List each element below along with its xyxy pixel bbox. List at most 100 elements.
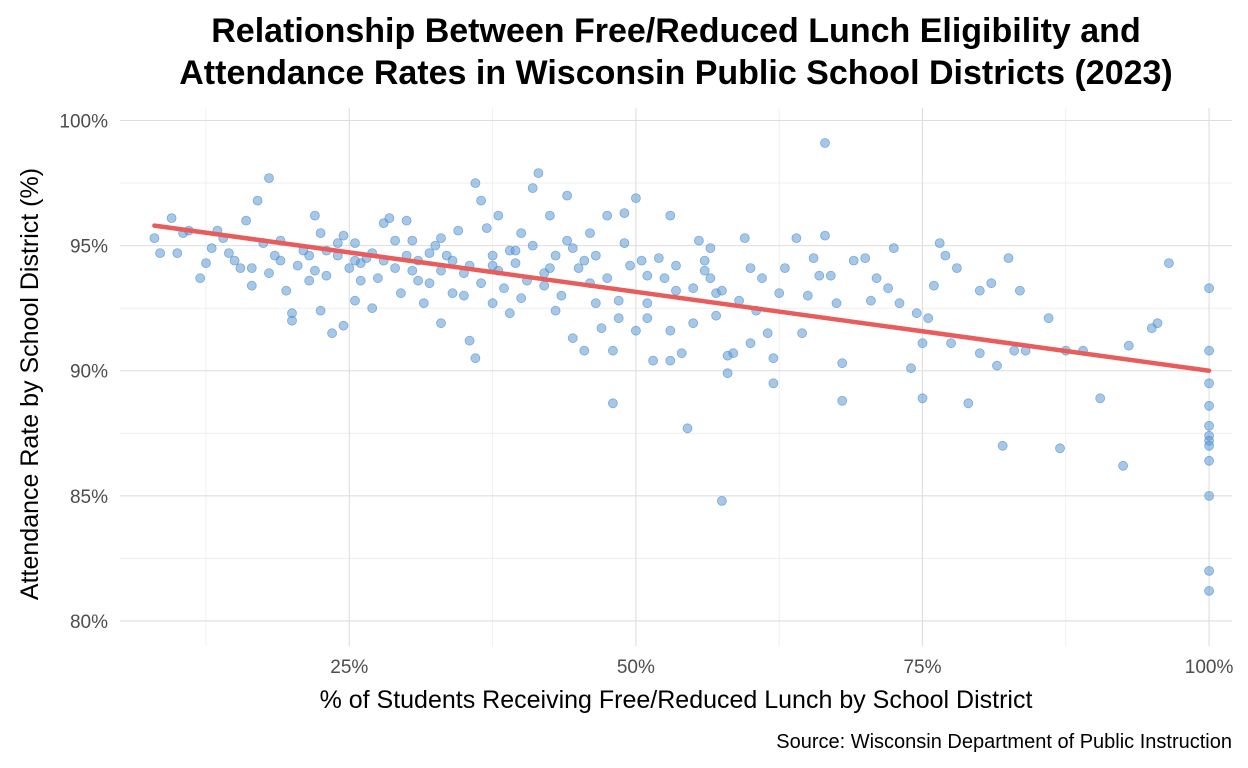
data-point	[894, 298, 905, 309]
data-point	[642, 298, 653, 309]
data-point	[424, 248, 435, 259]
trend-line	[152, 223, 1212, 373]
data-point	[527, 240, 538, 251]
data-point	[458, 290, 469, 301]
data-point	[223, 248, 234, 259]
data-point	[481, 223, 492, 234]
data-point	[946, 338, 956, 349]
data-point	[1204, 420, 1214, 431]
x-axis-title: % of Students Receiving Free/Reduced Lun…	[320, 686, 1033, 714]
tick-labels: 25% 50% 75% 100% 80% 85% 90% 95% 100%	[59, 112, 1233, 678]
data-point	[350, 295, 360, 306]
data-point	[1204, 378, 1214, 389]
data-point	[986, 278, 997, 289]
data-point	[252, 195, 263, 206]
data-point	[682, 423, 693, 434]
data-point	[848, 255, 859, 266]
data-point	[567, 333, 578, 344]
y-tick-label: 90%	[70, 362, 108, 383]
data-point	[344, 263, 355, 274]
data-point	[275, 255, 286, 266]
data-point	[705, 243, 716, 254]
data-point	[155, 248, 166, 259]
data-point	[768, 353, 779, 364]
data-point	[739, 233, 750, 244]
data-point	[430, 240, 441, 251]
y-tick-label: 85%	[70, 487, 108, 508]
source-caption: Source: Wisconsin Department of Public I…	[776, 731, 1232, 753]
data-point	[315, 305, 326, 316]
data-point	[602, 210, 613, 221]
data-point	[436, 318, 446, 329]
data-point	[1204, 490, 1214, 501]
data-point	[1015, 285, 1025, 296]
data-point	[201, 258, 211, 269]
data-point	[648, 355, 658, 366]
data-point	[825, 270, 836, 281]
data-point	[556, 290, 567, 301]
data-point	[413, 275, 424, 286]
data-point	[229, 255, 240, 266]
data-point	[579, 345, 590, 356]
data-point	[573, 263, 584, 274]
data-point	[745, 263, 756, 274]
data-point	[762, 328, 773, 339]
data-point	[562, 235, 572, 246]
data-point	[1204, 283, 1214, 294]
data-point	[705, 273, 716, 284]
data-point	[281, 285, 292, 296]
data-point	[292, 260, 303, 271]
data-point	[866, 295, 876, 306]
data-point	[676, 348, 687, 359]
data-point	[533, 168, 544, 179]
y-axis-title: Attendance Rate by School District (%)	[16, 168, 44, 600]
data-points	[149, 138, 1214, 596]
data-point	[166, 213, 177, 224]
data-point	[567, 243, 578, 254]
data-point	[722, 368, 733, 379]
data-point	[447, 255, 458, 266]
data-point	[1204, 566, 1214, 576]
data-point	[923, 313, 934, 324]
data-point	[418, 298, 429, 309]
data-point	[487, 298, 498, 309]
data-point	[814, 270, 825, 281]
chart-title-line-1: Relationship Between Free/Reduced Lunch …	[211, 12, 1140, 50]
data-point	[510, 245, 521, 256]
data-point	[1152, 318, 1163, 329]
data-point	[539, 280, 550, 291]
data-point	[401, 215, 412, 226]
data-point	[206, 243, 217, 254]
data-point	[619, 208, 630, 219]
data-point	[952, 263, 962, 274]
data-point	[974, 285, 985, 296]
data-point	[350, 238, 360, 249]
chart-title-line-2: Attendance Rates in Wisconsin Public Sch…	[179, 54, 1173, 92]
data-point	[395, 288, 406, 299]
data-point	[579, 255, 590, 266]
data-point	[636, 255, 647, 266]
data-point	[780, 263, 790, 274]
data-point	[1118, 460, 1128, 471]
data-point	[694, 235, 704, 246]
grid	[120, 108, 1232, 646]
data-point	[516, 228, 527, 239]
data-point	[447, 288, 458, 299]
data-point	[424, 278, 435, 289]
data-point	[613, 295, 624, 306]
data-point	[671, 260, 681, 271]
y-tick-label: 100%	[59, 112, 108, 133]
data-point	[940, 250, 951, 261]
data-point	[992, 360, 1002, 371]
data-point	[372, 273, 383, 284]
data-point	[596, 323, 607, 334]
data-point	[499, 283, 509, 294]
data-point	[774, 288, 785, 299]
data-point	[545, 210, 555, 221]
data-point	[860, 253, 871, 264]
data-point	[688, 283, 699, 294]
data-point	[797, 328, 807, 339]
data-point	[562, 190, 572, 201]
data-point	[338, 230, 349, 241]
